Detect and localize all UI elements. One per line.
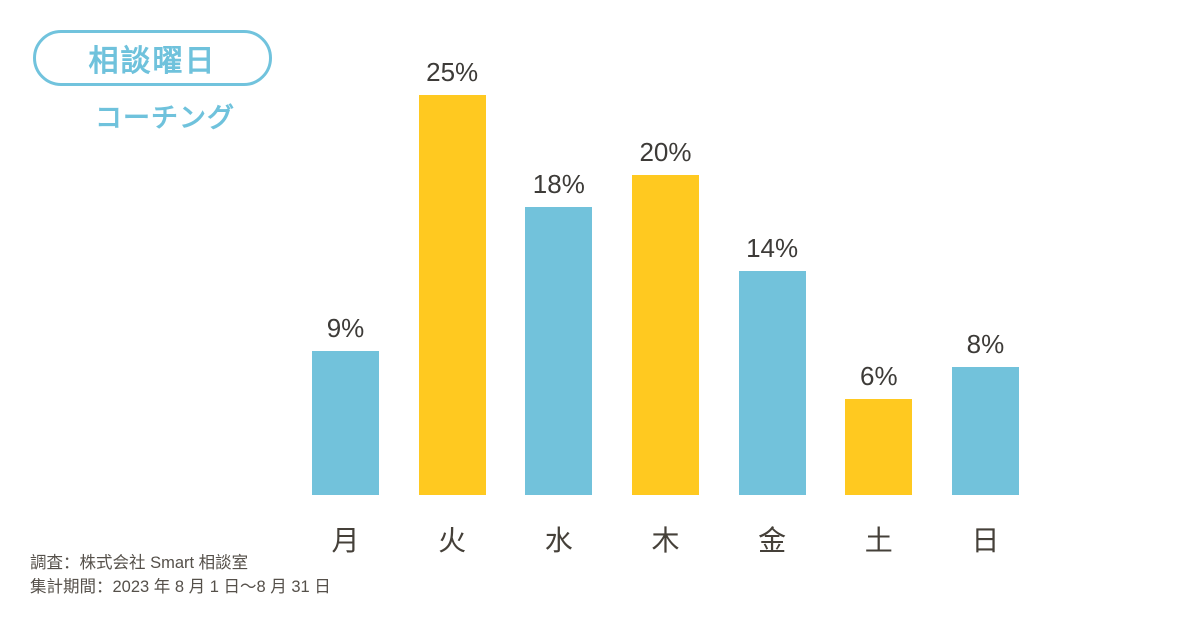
- bar-value-label: 25%: [426, 57, 479, 87]
- bar-value-label: 20%: [639, 137, 692, 167]
- bar: [312, 351, 379, 495]
- bar: [738, 271, 806, 495]
- x-axis-labels: 月火水木金土日: [312, 519, 1019, 559]
- x-axis-tick-label: 水: [544, 525, 573, 556]
- survey-period-line: 集計期間：2023 年 8 月 1 日〜8 月 31 日: [30, 577, 331, 596]
- chart-subtitle: コーチング: [95, 103, 235, 133]
- bar: [418, 95, 486, 495]
- bar-column: 25%: [418, 57, 486, 495]
- bar-column: 18%: [525, 169, 593, 495]
- bar-chart: 9% 25% 18% 20% 14% 6% 8% 月 火 水 木 金 土 日: [312, 55, 1019, 559]
- survey-source-line: 調査：株式会社 Smart 相談室: [30, 554, 249, 572]
- bar-value-label: 6%: [859, 361, 898, 391]
- source-note: 調査：株式会社 Smart 相談室 集計期間：2023 年 8 月 1 日〜8 …: [30, 552, 331, 600]
- x-axis-tick-label: 木: [651, 525, 680, 556]
- bar-column: 20%: [631, 137, 699, 495]
- bar-column: 8%: [951, 329, 1019, 495]
- bar-column: 14%: [738, 233, 806, 495]
- bar: [631, 175, 699, 495]
- page-title: 相談曜日: [88, 45, 217, 78]
- x-axis-tick-label: 金: [758, 525, 787, 556]
- x-axis-tick-label: 日: [971, 525, 1000, 556]
- x-axis-tick-label: 火: [438, 525, 467, 556]
- bar: [951, 367, 1019, 495]
- bar: [845, 399, 913, 495]
- bar-column: 6%: [845, 361, 913, 495]
- title-badge: 相談曜日: [33, 30, 272, 86]
- bar-column: 9%: [312, 313, 379, 495]
- bar-value-label: 8%: [966, 329, 1005, 359]
- bar-chart-plot-area: 9% 25% 18% 20% 14% 6% 8%: [312, 55, 1019, 495]
- x-axis-tick-label: 月: [331, 525, 360, 556]
- bar-value-label: 9%: [326, 313, 365, 343]
- bar-value-label: 18%: [532, 169, 585, 199]
- bar: [525, 207, 593, 495]
- x-axis-tick-label: 土: [864, 525, 893, 556]
- bar-value-label: 14%: [746, 233, 799, 263]
